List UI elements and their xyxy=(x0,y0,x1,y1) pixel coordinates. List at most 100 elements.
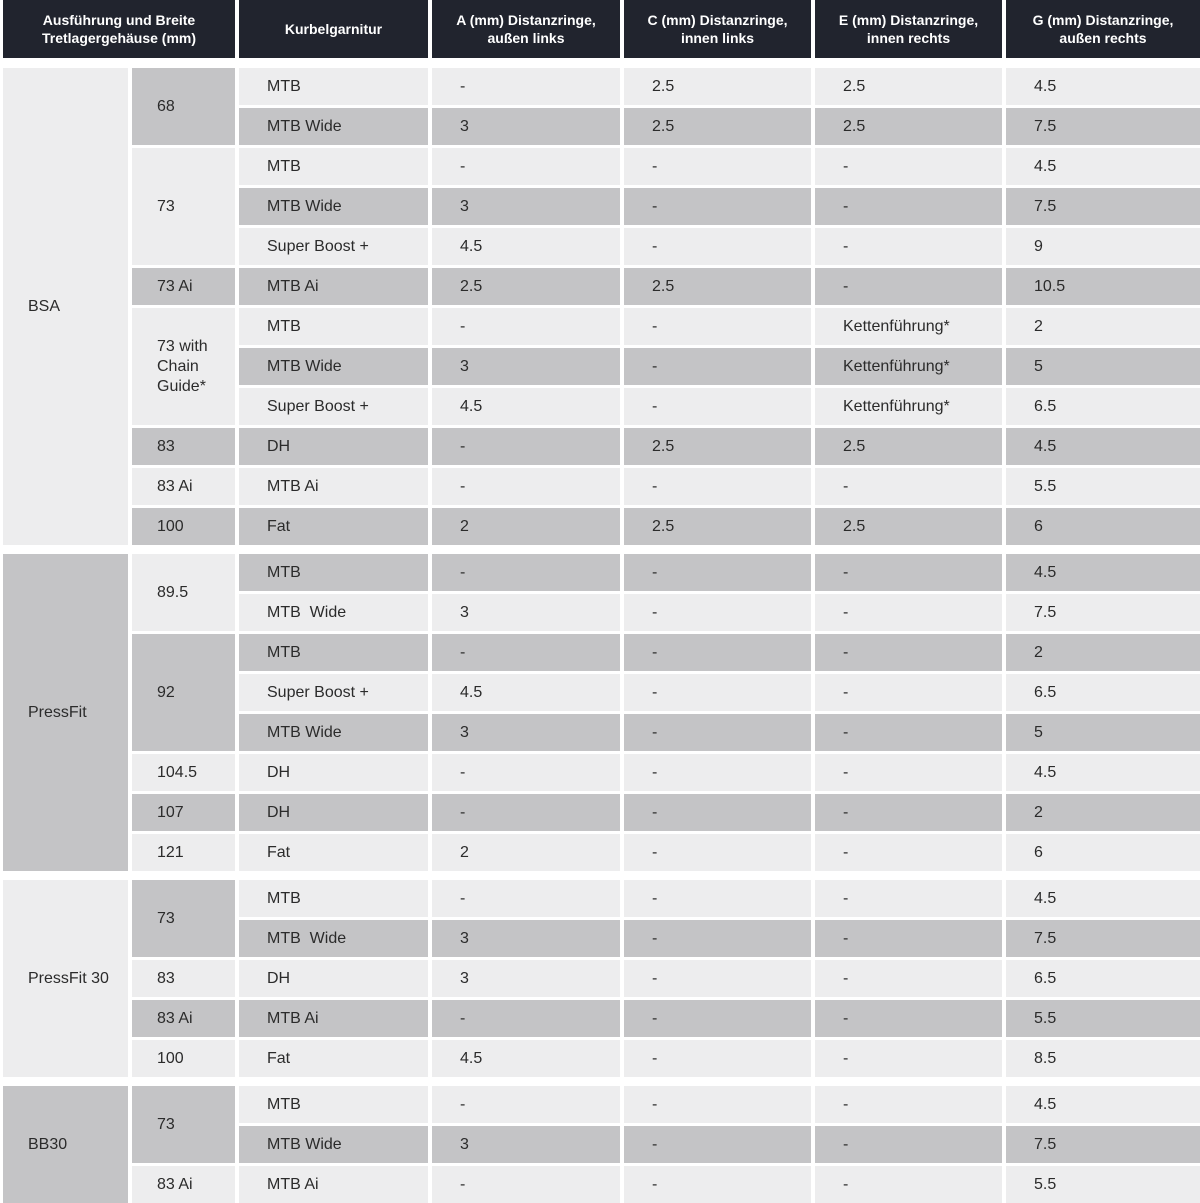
header-spacer-e: E (mm) Distanzringe, innen rechts xyxy=(815,0,1002,58)
width-cell: 73 with Chain Guide* xyxy=(132,308,235,425)
value-a-cell: 3 xyxy=(432,960,620,997)
value-e-cell: - xyxy=(815,714,1002,751)
value-a-cell: - xyxy=(432,754,620,791)
value-c-cell: - xyxy=(624,674,811,711)
value-a-cell: 3 xyxy=(432,714,620,751)
value-a-cell: 3 xyxy=(432,108,620,145)
crank-cell: Fat xyxy=(239,508,428,545)
section-cell: BSA xyxy=(3,68,128,545)
value-g-cell: 4.5 xyxy=(1006,754,1200,791)
value-e-cell: - xyxy=(815,148,1002,185)
value-a-cell: - xyxy=(432,1166,620,1203)
value-a-cell: 4.5 xyxy=(432,228,620,265)
crank-cell: MTB Ai xyxy=(239,1000,428,1037)
value-e-cell: Kettenführung* xyxy=(815,348,1002,385)
value-e-cell: Kettenführung* xyxy=(815,388,1002,425)
table-section: BB30 73 MTB - - -4.5 MTB Wide 3- -7.5 83 Ai MTB Ai… xyxy=(3,1086,1200,1203)
value-a-cell: - xyxy=(432,68,620,105)
value-g-cell: 7.5 xyxy=(1006,920,1200,957)
value-e-cell: - xyxy=(815,1126,1002,1163)
width-cell: 89.5 xyxy=(132,554,235,631)
table-body: BSA 68 MTB -2.5 2.5 4.5 MTB Wide 3 2.5 2.5 7.5 73 MT… xyxy=(3,68,1200,1203)
crank-cell: DH xyxy=(239,754,428,791)
crank-cell: MTB xyxy=(239,148,428,185)
width-cell: 73 xyxy=(132,1086,235,1163)
value-e-cell: - xyxy=(815,594,1002,631)
value-a-cell: 4.5 xyxy=(432,1040,620,1077)
value-c-cell: 2.5 xyxy=(624,268,811,305)
header-spacer-a: A (mm) Distanzringe, außen links xyxy=(432,0,620,58)
width-cell: 73 xyxy=(132,148,235,265)
crank-cell: Super Boost + xyxy=(239,228,428,265)
value-e-cell: 2.5 xyxy=(815,508,1002,545)
crank-cell: MTB xyxy=(239,308,428,345)
value-c-cell: - xyxy=(624,880,811,917)
value-e-cell: - xyxy=(815,1000,1002,1037)
crank-cell: DH xyxy=(239,960,428,997)
value-c-cell: - xyxy=(624,1166,811,1203)
value-a-cell: - xyxy=(432,308,620,345)
value-a-cell: 2 xyxy=(432,508,620,545)
value-c-cell: - xyxy=(624,960,811,997)
width-cell: 73 Ai xyxy=(132,268,235,305)
value-c-cell: - xyxy=(624,1000,811,1037)
value-a-cell: - xyxy=(432,634,620,671)
crank-cell: Fat xyxy=(239,834,428,871)
value-g-cell: 5.5 xyxy=(1006,1000,1200,1037)
value-a-cell: 3 xyxy=(432,920,620,957)
value-e-cell: - xyxy=(815,960,1002,997)
value-c-cell: - xyxy=(624,308,811,345)
crank-cell: Fat xyxy=(239,1040,428,1077)
table-header: Ausführung und Breite Tretlagergehäuse (… xyxy=(3,0,1200,58)
value-c-cell: - xyxy=(624,634,811,671)
value-g-cell: 7.5 xyxy=(1006,188,1200,225)
value-a-cell: 3 xyxy=(432,348,620,385)
value-g-cell: 7.5 xyxy=(1006,108,1200,145)
value-a-cell: - xyxy=(432,554,620,591)
width-cell: 83 Ai xyxy=(132,1166,235,1203)
width-cell: 92 xyxy=(132,634,235,751)
crank-cell: MTB Ai xyxy=(239,268,428,305)
value-e-cell: - xyxy=(815,834,1002,871)
value-a-cell: - xyxy=(432,468,620,505)
value-a-cell: - xyxy=(432,148,620,185)
value-a-cell: - xyxy=(432,1000,620,1037)
width-cell: 104.5 xyxy=(132,754,235,791)
value-g-cell: 4.5 xyxy=(1006,148,1200,185)
value-g-cell: 2 xyxy=(1006,634,1200,671)
value-a-cell: - xyxy=(432,794,620,831)
crank-cell: DH xyxy=(239,794,428,831)
value-c-cell: - xyxy=(624,468,811,505)
value-g-cell: 10.5 xyxy=(1006,268,1200,305)
value-e-cell: Kettenführung* xyxy=(815,308,1002,345)
value-g-cell: 7.5 xyxy=(1006,1126,1200,1163)
value-c-cell: - xyxy=(624,348,811,385)
table-section: PressFit 30 73 MTB - - -4.5 MTB Wide 3- -7.5 83 DH… xyxy=(3,880,1200,1077)
crank-cell: MTB Wide xyxy=(239,348,428,385)
value-c-cell: 2.5 xyxy=(624,508,811,545)
width-cell: 83 xyxy=(132,960,235,997)
value-a-cell: 2 xyxy=(432,834,620,871)
value-c-cell: - xyxy=(624,554,811,591)
value-e-cell: - xyxy=(815,1040,1002,1077)
value-c-cell: 2.5 xyxy=(624,428,811,465)
value-a-cell: 2.5 xyxy=(432,268,620,305)
header-spacer-g: G (mm) Distanzringe, außen rechts xyxy=(1006,0,1200,58)
value-e-cell: 2.5 xyxy=(815,428,1002,465)
value-g-cell: 2 xyxy=(1006,308,1200,345)
value-e-cell: - xyxy=(815,794,1002,831)
value-g-cell: 6 xyxy=(1006,508,1200,545)
value-g-cell: 4.5 xyxy=(1006,554,1200,591)
width-cell: 68 xyxy=(132,68,235,145)
value-a-cell: - xyxy=(432,1086,620,1123)
crank-cell: MTB xyxy=(239,634,428,671)
value-g-cell: 8.5 xyxy=(1006,1040,1200,1077)
value-e-cell: - xyxy=(815,554,1002,591)
crank-cell: MTB Wide xyxy=(239,920,428,957)
section-cell: PressFit xyxy=(3,554,128,871)
width-cell: 83 xyxy=(132,428,235,465)
value-c-cell: 2.5 xyxy=(624,108,811,145)
table-section: PressFit 89.5 MTB - - -4.5 MTB Wide 3- -7.5 92 MTB… xyxy=(3,554,1200,871)
value-g-cell: 6.5 xyxy=(1006,674,1200,711)
crank-cell: MTB Ai xyxy=(239,1166,428,1203)
